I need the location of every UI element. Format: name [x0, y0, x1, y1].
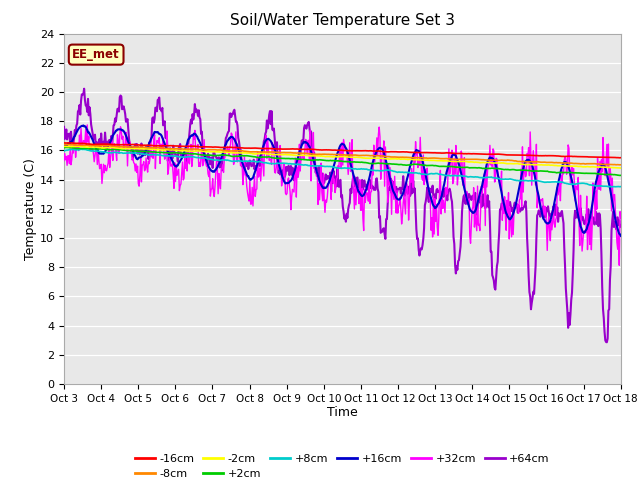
Text: EE_met: EE_met: [72, 48, 120, 61]
Y-axis label: Temperature (C): Temperature (C): [24, 158, 37, 260]
Legend: -16cm, -8cm, -2cm, +2cm, +8cm, +16cm, +32cm, +64cm: -16cm, -8cm, -2cm, +2cm, +8cm, +16cm, +3…: [131, 449, 554, 480]
X-axis label: Time: Time: [327, 407, 358, 420]
Title: Soil/Water Temperature Set 3: Soil/Water Temperature Set 3: [230, 13, 455, 28]
